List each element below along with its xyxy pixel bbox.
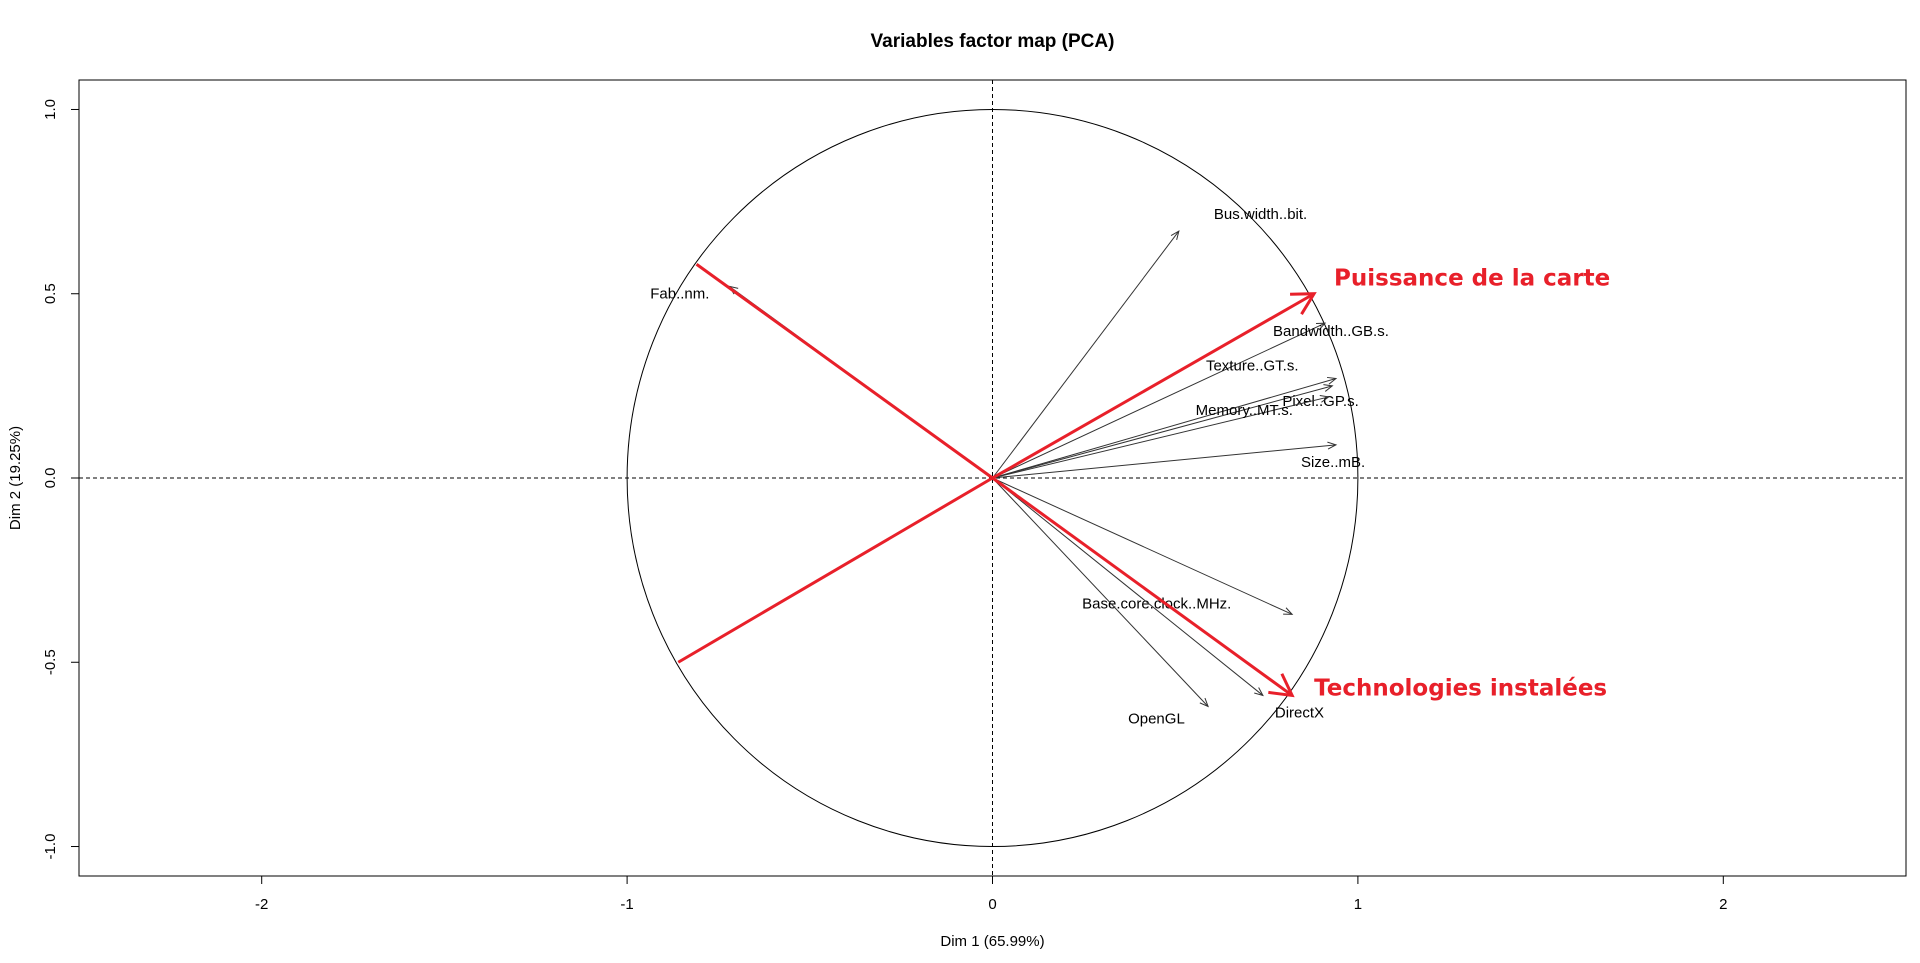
annotation-line bbox=[677, 476, 994, 664]
x-axis-label: Dim 1 (65.99%) bbox=[940, 933, 1044, 950]
annotation-arrowhead bbox=[1290, 292, 1317, 315]
variable-arrow bbox=[992, 230, 1180, 479]
y-tick-label: -1.0 bbox=[42, 834, 59, 860]
annotation-line bbox=[695, 263, 994, 480]
variable-arrowhead bbox=[1323, 384, 1334, 392]
correlation-circle bbox=[626, 108, 1359, 848]
variable-label: Size..mB. bbox=[1301, 454, 1365, 471]
variable-arrowhead bbox=[1327, 441, 1338, 450]
x-tick-label: -1 bbox=[620, 896, 633, 913]
variable-label: Fab..nm. bbox=[650, 285, 709, 302]
x-tick-label: 1 bbox=[1354, 896, 1362, 913]
plot-area: -2 -1 0 1 2 -1.0 -0.5 0.0 0.5 1.0 Bus.width..bit. F… bbox=[42, 79, 1907, 913]
variable-label: Bandwidth..GB.s. bbox=[1273, 323, 1389, 340]
y-tick-label: 0.0 bbox=[42, 468, 59, 489]
x-tick-label: -2 bbox=[255, 896, 268, 913]
variable-label: Pixel..GP.s. bbox=[1282, 393, 1358, 410]
annotation-arrow bbox=[991, 476, 1294, 697]
variable-arrow bbox=[992, 378, 1337, 479]
annotation-arrowhead bbox=[1268, 673, 1295, 698]
chart-title: Variables factor map (PCA) bbox=[871, 31, 1115, 52]
variable-label: DirectX bbox=[1275, 704, 1324, 721]
y-tick-label: -0.5 bbox=[42, 649, 59, 675]
variable-arrowhead bbox=[1170, 230, 1180, 240]
variable-label: Memory..MT.s. bbox=[1196, 402, 1293, 419]
variable-arrow bbox=[992, 396, 1329, 479]
annotation-arrow bbox=[991, 292, 1315, 480]
y-tick-label: 1.0 bbox=[42, 99, 59, 120]
variable-label: Base.core.clock..MHz. bbox=[1082, 595, 1231, 612]
variable-arrowhead bbox=[1326, 376, 1338, 385]
variable-arrow bbox=[992, 477, 1209, 707]
variable-label: Texture..GT.s. bbox=[1206, 358, 1299, 375]
annotation-label: Puissance de la carte bbox=[1334, 266, 1610, 292]
x-tick-label: 0 bbox=[988, 896, 996, 913]
y-axis-label: Dim 2 (19.25%) bbox=[7, 426, 24, 530]
variable-arrow bbox=[992, 385, 1333, 479]
variable-arrowhead bbox=[1316, 322, 1327, 331]
variable-arrow bbox=[992, 444, 1337, 479]
variable-label: OpenGL bbox=[1128, 710, 1185, 727]
variable-arrow bbox=[992, 322, 1326, 479]
variable-arrow bbox=[992, 477, 1264, 696]
y-tick-label: 0.5 bbox=[42, 283, 59, 304]
variable-arrowhead bbox=[1254, 687, 1264, 697]
x-tick-label: 2 bbox=[1719, 896, 1727, 913]
variable-arrowhead bbox=[1283, 607, 1294, 615]
variable-label: Bus.width..bit. bbox=[1214, 206, 1307, 223]
variable-arrowhead bbox=[1199, 697, 1209, 708]
annotation-label: Technologies instalées bbox=[1314, 675, 1607, 701]
variable-arrow bbox=[992, 477, 1293, 615]
variable-arrowhead bbox=[1319, 394, 1330, 403]
